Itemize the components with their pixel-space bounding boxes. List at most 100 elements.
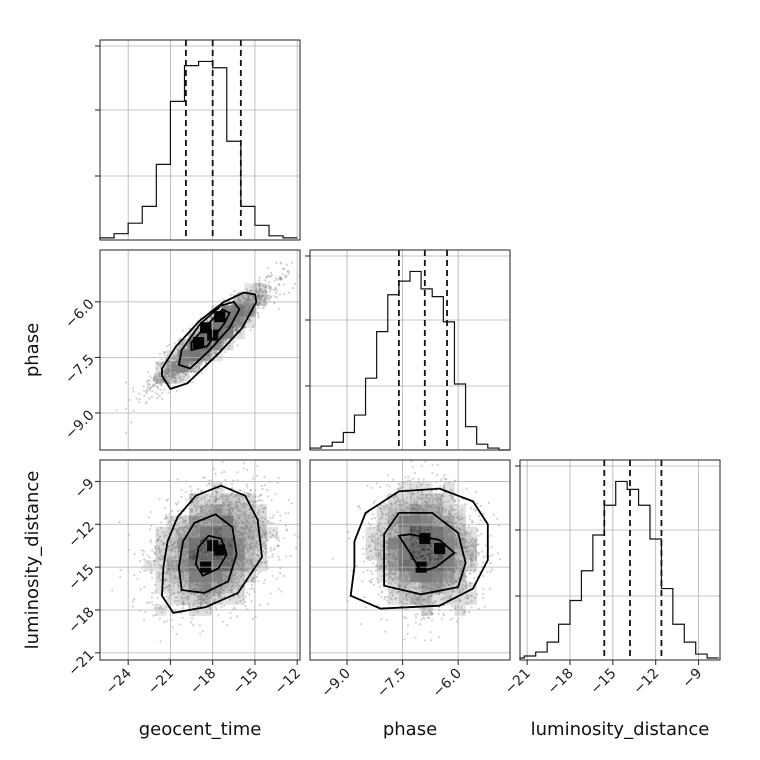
sample-point — [186, 349, 189, 352]
sample-point — [158, 551, 162, 554]
sample-point — [255, 291, 258, 294]
sample-point — [152, 384, 155, 387]
sample-point — [275, 291, 278, 294]
sample-point — [316, 243, 318, 245]
density-cell — [233, 560, 245, 572]
sample-point — [217, 343, 220, 346]
sample-point — [246, 290, 249, 293]
sample-point — [174, 365, 177, 369]
sample-point — [245, 302, 248, 305]
sample-point — [212, 325, 215, 328]
sample-point — [170, 365, 174, 368]
sample-point — [158, 374, 161, 377]
sample-point — [236, 318, 239, 321]
sample-point — [159, 383, 162, 386]
sample-point — [204, 338, 207, 341]
sample-point — [193, 334, 196, 337]
sample-point — [187, 361, 191, 364]
sample-point — [192, 353, 195, 356]
sample-point — [189, 354, 192, 358]
sample-point — [221, 337, 224, 340]
sample-point — [237, 319, 240, 323]
sample-point — [204, 349, 208, 352]
sample-point — [209, 344, 212, 347]
sample-point — [197, 354, 200, 357]
sample-point — [240, 304, 243, 307]
sample-point — [259, 296, 262, 299]
sample-point — [252, 289, 255, 292]
sample-point — [238, 323, 241, 327]
sample-point — [221, 339, 224, 342]
sample-point — [181, 375, 184, 378]
sample-point — [247, 303, 250, 306]
sample-point — [138, 392, 141, 395]
sample-point — [237, 304, 240, 307]
sample-point — [197, 351, 200, 354]
sample-point — [175, 368, 178, 371]
sample-point — [258, 301, 262, 305]
sample-point — [230, 311, 233, 315]
sample-point — [158, 574, 161, 577]
sample-point — [201, 537, 204, 540]
sample-point — [232, 310, 235, 313]
sample-point — [195, 572, 198, 575]
sample-point — [233, 307, 237, 310]
sample-point — [166, 380, 169, 383]
sample-point — [290, 261, 294, 264]
sample-point — [255, 289, 258, 292]
sample-point — [170, 376, 173, 379]
sample-point — [212, 321, 215, 324]
sample-point — [154, 589, 158, 592]
sample-point — [260, 516, 264, 519]
sample-point — [202, 357, 206, 360]
sample-point — [174, 352, 178, 355]
sample-point — [259, 282, 262, 286]
sample-point — [203, 334, 207, 337]
sample-point — [181, 358, 185, 362]
sample-point — [187, 360, 190, 363]
sample-point — [282, 283, 286, 286]
sample-point — [189, 355, 192, 358]
sample-point — [172, 373, 175, 376]
sample-point — [230, 318, 233, 321]
sample-point — [238, 312, 241, 315]
sample-point — [240, 310, 243, 314]
sample-point — [239, 303, 242, 306]
sample-point — [238, 318, 242, 321]
sample-point — [194, 357, 197, 360]
sample-point — [230, 318, 233, 321]
sample-point — [237, 322, 240, 325]
sample-point — [183, 368, 186, 371]
sample-point — [235, 319, 238, 322]
sample-point — [205, 348, 209, 351]
sample-point — [233, 308, 236, 312]
sample-point — [168, 374, 171, 378]
sample-point — [210, 343, 213, 346]
sample-point — [269, 271, 273, 274]
sample-point — [192, 353, 195, 357]
sample-point — [230, 317, 233, 320]
sample-point — [187, 347, 190, 350]
sample-point — [239, 567, 243, 570]
sample-point — [161, 531, 164, 534]
sample-point — [262, 292, 265, 295]
sample-point — [201, 348, 204, 351]
sample-point — [224, 327, 227, 330]
sample-point — [255, 291, 258, 294]
sample-point — [237, 314, 240, 317]
sample-point — [203, 332, 206, 336]
density-cell — [222, 571, 234, 583]
sample-point — [251, 617, 255, 620]
sample-point — [205, 506, 208, 509]
sample-point — [160, 363, 163, 366]
sample-point — [213, 325, 216, 329]
sample-point — [204, 334, 207, 337]
sample-point — [205, 484, 208, 487]
sample-point — [204, 335, 207, 339]
sample-point — [185, 349, 188, 352]
sample-point — [228, 331, 232, 335]
sample-point — [257, 290, 261, 293]
sample-point — [149, 387, 152, 390]
sample-point — [167, 369, 170, 372]
sample-point — [245, 287, 248, 290]
